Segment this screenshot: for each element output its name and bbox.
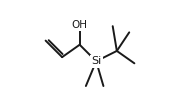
Text: Si: Si <box>91 56 101 66</box>
Text: OH: OH <box>72 20 88 30</box>
